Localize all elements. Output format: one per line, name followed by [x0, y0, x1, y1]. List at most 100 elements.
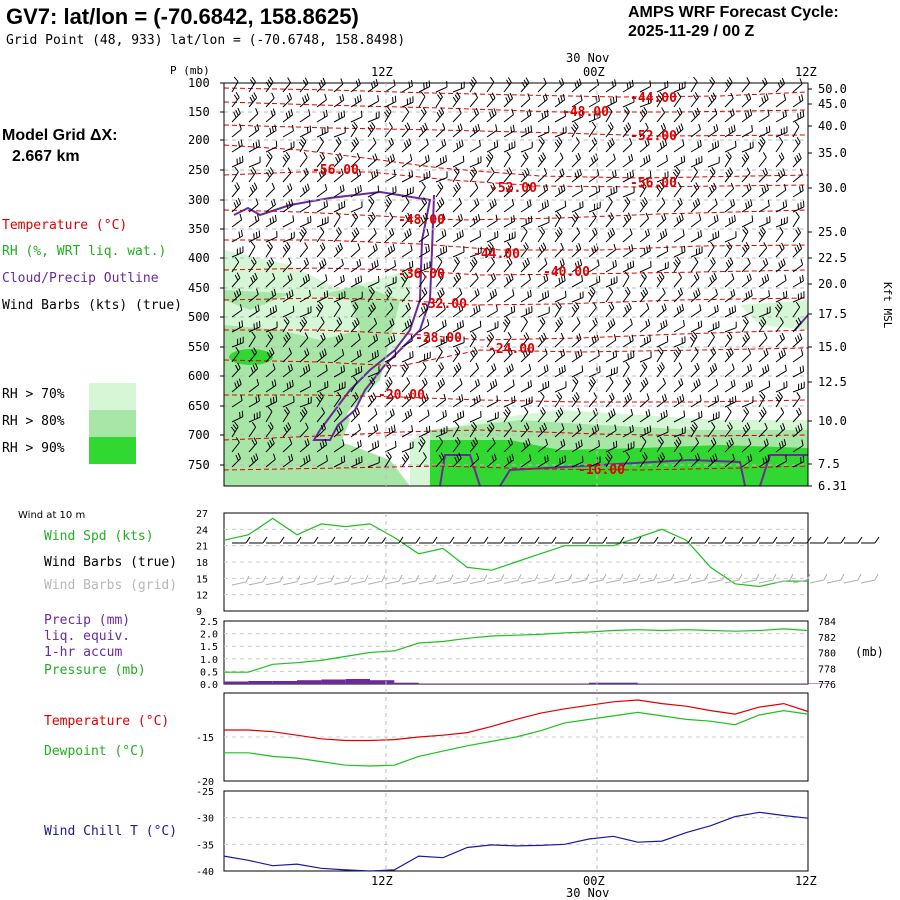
wind-barb [724, 363, 735, 378]
wind-barb-feather [509, 92, 513, 99]
wind10m-barb-grid-feather [823, 573, 828, 581]
temperature-contour [223, 171, 809, 188]
wind-barb-feather [441, 377, 446, 384]
wind-barb-feather [359, 94, 362, 101]
wind-barb-feather [572, 396, 577, 403]
wind-barb-feather [337, 391, 342, 398]
wind-barb-staff [299, 337, 309, 348]
wind-barb-feather [253, 437, 258, 444]
wind-barb-feather [459, 123, 463, 130]
wind-barb-feather [760, 391, 766, 397]
wind-barb-staff [758, 396, 766, 408]
wind10m-barb-grid-feather [670, 573, 675, 581]
wind-barb-feather [428, 335, 431, 342]
wind-barb-feather [510, 183, 514, 189]
wind-barb [741, 93, 752, 108]
wind-barb [520, 141, 533, 153]
wind-barb-feather [664, 229, 668, 236]
wind-barb-feather [374, 351, 377, 358]
wind-barb-feather [472, 76, 477, 83]
wind-barb-feather [489, 112, 492, 119]
wind-barb [554, 78, 565, 93]
wind-barb-feather [369, 196, 375, 202]
wind-barb-feather [558, 187, 561, 194]
wind-barb-staff [316, 370, 328, 378]
wind-barb-feather [729, 257, 734, 264]
wind-barb-feather [357, 96, 360, 103]
wind-barb-feather [372, 392, 377, 399]
wind-barb [401, 170, 414, 183]
wind-barb-staff [639, 186, 647, 198]
wind-barb-feather [691, 334, 696, 340]
wind-barb-feather [709, 367, 713, 374]
wind-barb-feather [486, 426, 491, 433]
wind-barb-staff [248, 171, 257, 183]
wind-barb-feather [475, 215, 478, 222]
wind-barb-staff [265, 220, 277, 228]
wind-barb-feather [714, 306, 717, 313]
wind10m-barb-grid [333, 575, 352, 585]
wind-barb-feather [764, 365, 767, 373]
wind-barb-feather [780, 260, 784, 267]
wind-barb [418, 319, 430, 333]
wind-barb [452, 410, 465, 423]
precip-bar [370, 680, 395, 684]
wind-barb [248, 230, 261, 243]
wind-barb-feather [340, 423, 344, 430]
wind-barb-feather [727, 406, 732, 413]
wind-barb-feather [231, 426, 236, 433]
wind-barb-feather [555, 304, 561, 310]
wind-barb-feather [285, 424, 290, 431]
wind-barb-feather [405, 304, 409, 311]
wind-barb [231, 288, 242, 303]
wind-barb [792, 242, 803, 258]
wind-barb [622, 302, 632, 318]
wind-barb [452, 303, 464, 318]
wind-barb-feather [441, 140, 444, 147]
wind-barb-feather [676, 109, 681, 116]
wind-barb-feather [615, 440, 618, 447]
wind10m-barb-grid-feather [483, 574, 488, 581]
wind-barb-staff [282, 237, 295, 243]
wind-barb [639, 181, 647, 198]
wind-barb-feather [286, 95, 290, 101]
wind-barb [248, 362, 259, 378]
wind10m-barb-grid-feather [398, 574, 403, 582]
wind-barb-feather [538, 246, 543, 253]
wind-barb [367, 259, 379, 273]
wind-barb-feather [306, 438, 310, 445]
wind-barb-staff [605, 446, 618, 453]
wind-barb-feather [384, 111, 389, 118]
wind-barb [622, 122, 632, 138]
wind-barb-feather [794, 247, 798, 253]
wind10m-barb-true-feather [398, 536, 404, 544]
legend-cloud: Cloud/Precip Outline [2, 271, 159, 286]
wind-barb [350, 333, 361, 348]
wind-barb-feather [558, 368, 561, 375]
wind10m-barb-grid-feather [296, 575, 301, 582]
wind-barb-feather [802, 365, 805, 372]
wind-barb-feather [304, 95, 308, 102]
wind-barb [367, 408, 378, 423]
wind-barb-feather [502, 321, 508, 328]
wind-barb-feather [605, 456, 610, 463]
wind-barb-feather [236, 272, 241, 279]
wind-barb-staff [265, 246, 273, 258]
wind-barb-staff [707, 246, 715, 258]
wind-barb-feather [527, 126, 530, 133]
wind-barb-feather [303, 260, 307, 266]
wind-barb-feather [530, 125, 533, 132]
wind-barb-feather [237, 452, 241, 459]
wind10m-barb-true-feather [313, 536, 319, 544]
wind-barb-staff [248, 352, 257, 363]
wind10m-barb-true-feather [806, 536, 812, 544]
wind-barb [707, 156, 720, 168]
wind-barb-staff [520, 295, 532, 303]
wind-barb-feather [581, 275, 583, 282]
wind-barb-staff [231, 235, 243, 243]
wind-barb-feather [490, 184, 494, 191]
wind-barb [741, 332, 751, 348]
wind-barb-feather [749, 454, 753, 461]
wind-barb-feather [407, 302, 411, 309]
wind-barb-feather [320, 170, 325, 177]
